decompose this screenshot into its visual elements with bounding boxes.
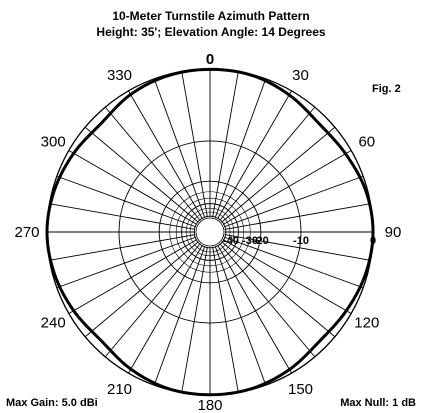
radial-spoke: [181, 71, 208, 218]
angle-tick-label: 240: [41, 315, 66, 332]
radial-spoke: [68, 239, 198, 314]
radial-spoke: [222, 150, 352, 225]
angle-tick-label: 180: [197, 397, 222, 413]
radial-spoke: [49, 203, 196, 230]
chart-subtitle: Height: 35'; Elevation Angle: 14 Degrees: [96, 25, 325, 39]
angle-labels: 0 30 60 90 120 150 180 210 240 270 300 330: [14, 51, 401, 413]
db-ring: [158, 180, 262, 284]
max-gain-label: Max Gain: 5.0 dBi: [6, 397, 98, 409]
db-ring: [193, 215, 227, 249]
angle-tick-label: 330: [107, 67, 132, 84]
angle-tick-label: 30: [292, 67, 309, 84]
db-ring-minor: [175, 197, 245, 267]
angle-tick-label: 90: [385, 224, 402, 241]
radial-spoke: [49, 234, 196, 261]
radial-spoke: [212, 246, 239, 393]
radial-spoke: [223, 236, 364, 289]
radial-spoke: [153, 245, 206, 386]
db-ring-label: -30: [242, 235, 258, 247]
angle-tick-label: 0: [206, 51, 214, 68]
radial-spoke: [214, 78, 267, 219]
radial-spoke: [221, 126, 336, 223]
db-ring-label: -40: [223, 235, 239, 247]
radial-spoke: [104, 243, 201, 358]
db-ring-minor: [185, 207, 235, 257]
db-ring-minor: [169, 191, 251, 273]
angle-tick-label: 60: [358, 134, 375, 151]
angle-tick-label: 150: [288, 381, 313, 398]
radial-spoke: [84, 126, 199, 223]
chart-title: 10-Meter Turnstile Azimuth Pattern: [112, 9, 309, 23]
polar-grid: [46, 68, 374, 396]
radial-spoke: [56, 175, 197, 228]
db-ring: [181, 203, 239, 261]
radial-spoke: [217, 244, 292, 374]
radial-spoke: [221, 241, 336, 338]
db-ring-minor: [189, 211, 231, 253]
radial-spoke: [212, 71, 239, 218]
radial-spoke: [217, 90, 292, 220]
figure-label: Fig. 2: [372, 83, 401, 95]
radial-spoke: [128, 244, 203, 374]
radial-spoke: [68, 150, 198, 225]
db-ring: [118, 140, 302, 324]
radial-spoke: [56, 236, 197, 289]
db-ring-label: 0: [370, 235, 376, 247]
angle-tick-label: 210: [107, 381, 132, 398]
radial-spoke: [153, 78, 206, 219]
db-ring-label: -20: [253, 235, 269, 247]
max-null-label: Max Null: 1 dB: [340, 397, 416, 409]
radial-spoke: [104, 106, 201, 221]
radial-spoke: [219, 106, 316, 221]
angle-tick-label: 270: [14, 224, 39, 241]
radial-spoke: [84, 241, 199, 338]
radial-spoke: [224, 203, 371, 230]
radial-spoke: [219, 243, 316, 358]
pattern-series: [45, 67, 375, 397]
db-ring-labels: -40 -30-20 -10 0: [223, 235, 376, 247]
center-disc: [195, 217, 225, 247]
radial-spoke: [214, 245, 267, 386]
radial-spoke: [181, 246, 208, 393]
radial-spoke: [128, 90, 203, 220]
radial-spoke: [224, 234, 371, 261]
angle-tick-label: 120: [354, 315, 379, 332]
angle-tick-label: 300: [41, 134, 66, 151]
pattern-curve: [45, 67, 375, 397]
db-ring-label: -10: [293, 235, 309, 247]
radial-spoke: [223, 175, 364, 228]
radial-spoke: [222, 239, 352, 314]
